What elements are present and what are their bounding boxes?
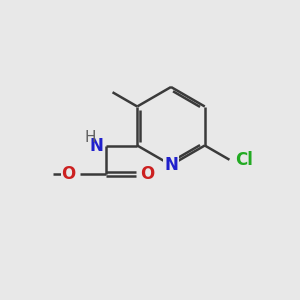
Text: O: O bbox=[140, 165, 154, 183]
Text: Cl: Cl bbox=[235, 151, 253, 169]
Text: N: N bbox=[164, 156, 178, 174]
Text: N: N bbox=[89, 136, 103, 154]
Text: O: O bbox=[61, 165, 76, 183]
Text: H: H bbox=[84, 130, 96, 145]
